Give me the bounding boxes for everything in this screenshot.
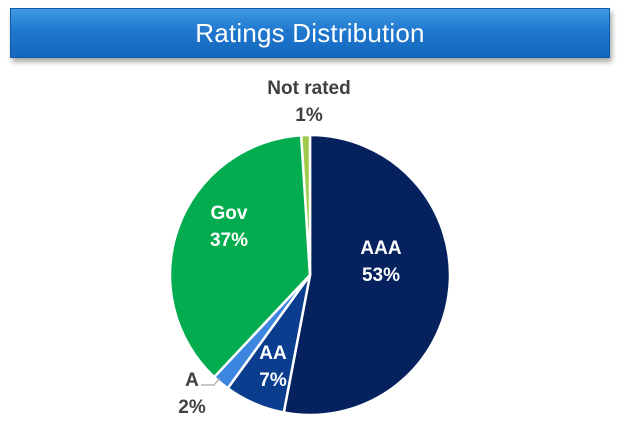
data-label-name-gov: Gov (211, 203, 248, 224)
chart-title-banner: Ratings Distribution (10, 8, 610, 58)
data-label-value-not-rated: 1% (295, 105, 323, 126)
data-label-name-aa: AA (259, 343, 287, 364)
leader-line-a (201, 377, 221, 386)
data-label-name-not-rated: Not rated (267, 78, 350, 99)
data-label-value-gov: 37% (210, 230, 248, 251)
pie-slice-aaa (282, 133, 452, 417)
chart-title: Ratings Distribution (195, 17, 425, 48)
data-label-name-a: A (185, 370, 199, 391)
data-label-value-a: 2% (178, 397, 206, 418)
pie-slice-gov (168, 134, 312, 379)
data-label-value-aaa: 53% (362, 265, 400, 286)
data-label-name-aaa: AAA (360, 238, 401, 259)
data-label-value-aa: 7% (259, 370, 287, 391)
pie-slice-not-rated (299, 133, 312, 277)
